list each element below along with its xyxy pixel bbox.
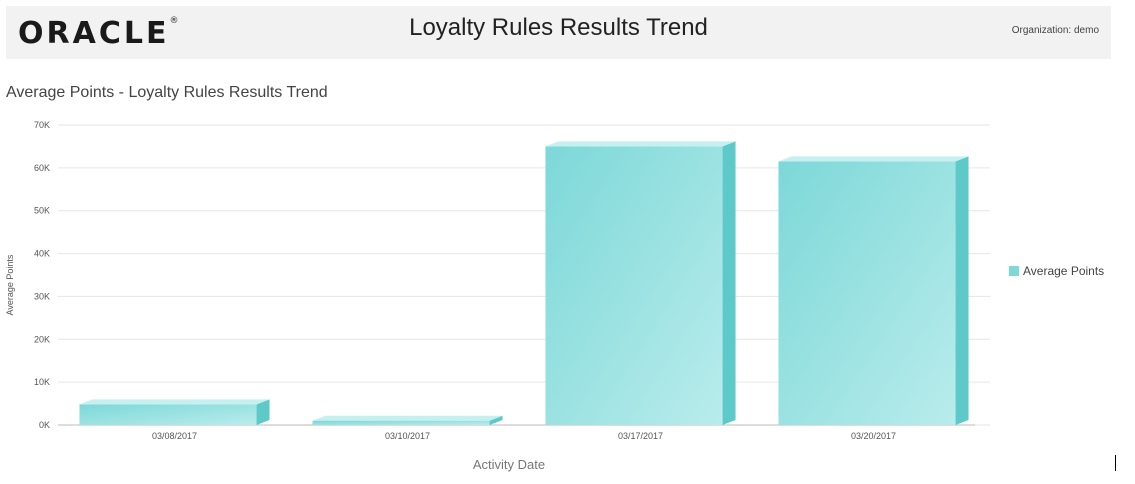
y-tick-label: 0K [39, 420, 50, 430]
x-tick-label: 03/10/2017 [385, 431, 430, 441]
bar-top [312, 415, 503, 421]
organization-label: Organization: [1011, 25, 1072, 36]
bar-chart: 0K 10K 20K 30K 40K 50K 60K 70K 03/08/2017 03/10/… [5, 120, 1104, 472]
bar-side [955, 156, 969, 425]
bar [79, 399, 270, 425]
y-tick-label: 40K [34, 249, 50, 259]
y-tick-label: 70K [34, 120, 50, 130]
organization-info: Organization: demo [1012, 25, 1099, 36]
x-axis-ticks: 03/08/2017 03/10/2017 03/17/2017 03/20/2017 [152, 431, 896, 441]
report-title: Loyalty Rules Results Trend [409, 14, 708, 41]
x-tick-label: 03/08/2017 [152, 431, 197, 441]
bar-side [256, 399, 270, 425]
bars [79, 141, 969, 425]
y-axis-label: Average Points [5, 254, 15, 315]
chart-title: Average Points - Loyalty Rules Results T… [6, 84, 328, 101]
bar-front [545, 146, 723, 425]
x-axis-label: Activity Date [473, 457, 545, 472]
legend-swatch [1009, 266, 1019, 276]
bar [545, 141, 736, 425]
text-cursor [1115, 455, 1116, 471]
y-tick-label: 50K [34, 206, 50, 216]
bar-top [79, 399, 270, 405]
bar-front [778, 161, 956, 425]
y-tick-label: 30K [34, 291, 50, 301]
bar-top [545, 141, 736, 147]
bar-side [722, 141, 736, 425]
y-axis-ticks: 0K 10K 20K 30K 40K 50K 60K 70K [34, 120, 50, 430]
legend[interactable]: Average Points [1009, 264, 1104, 278]
x-tick-label: 03/20/2017 [851, 431, 896, 441]
bar-top [778, 156, 969, 162]
bar-front [312, 420, 490, 425]
legend-label: Average Points [1023, 264, 1104, 278]
y-tick-label: 20K [34, 334, 50, 344]
bar [312, 415, 503, 425]
oracle-logo: ORACLE® [18, 16, 179, 51]
report-header: ORACLE® Loyalty Rules Results Trend Orga… [6, 6, 1111, 59]
x-tick-label: 03/17/2017 [618, 431, 663, 441]
y-tick-label: 10K [34, 377, 50, 387]
bar-front [79, 404, 257, 425]
y-tick-label: 60K [34, 163, 50, 173]
organization-value: demo [1073, 25, 1099, 36]
bar-side [489, 415, 503, 425]
bar [778, 156, 969, 425]
